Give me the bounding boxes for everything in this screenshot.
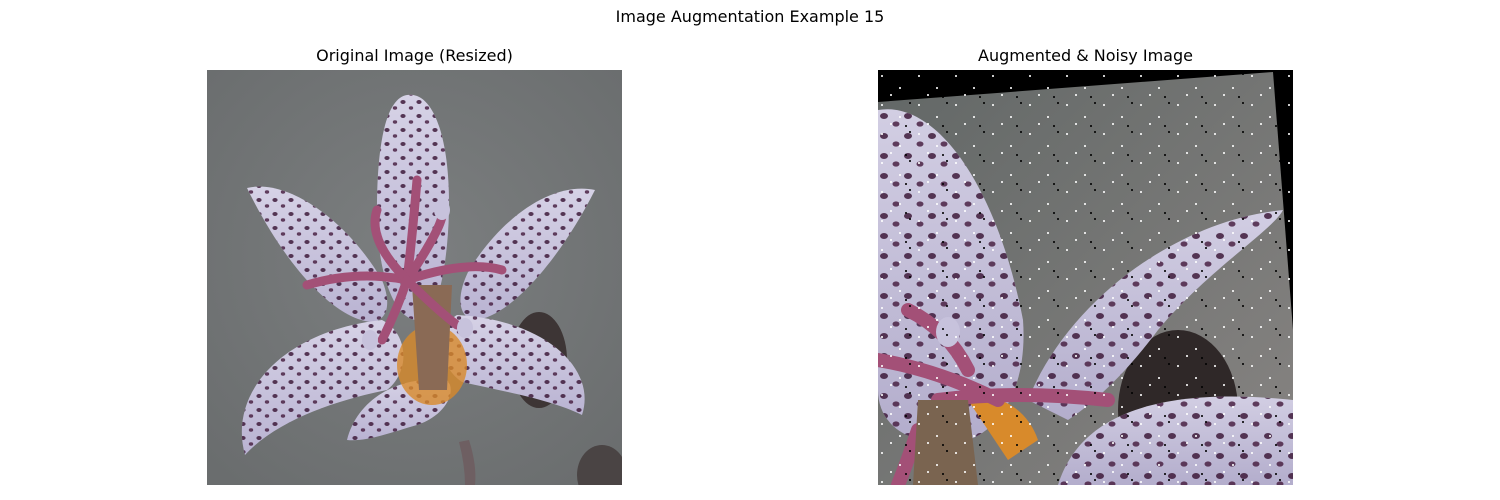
augmented-panel-title: Augmented & Noisy Image [978,46,1193,65]
original-panel-title: Original Image (Resized) [316,46,513,65]
figure-suptitle: Image Augmentation Example 15 [615,7,885,26]
augmented-image [878,70,1293,485]
noise-overlay [878,70,1293,485]
original-image [207,70,622,485]
original-petals [241,94,595,455]
